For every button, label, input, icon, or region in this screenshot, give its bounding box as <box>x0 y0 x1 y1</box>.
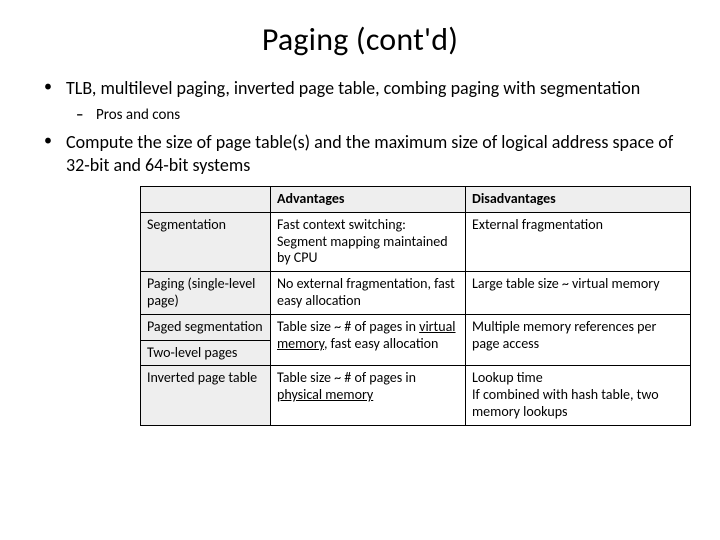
row-label: Paged segmentation <box>141 314 271 340</box>
comparison-table-wrap: Advantages Disadvantages Segmentation Fa… <box>140 186 690 426</box>
cell-dis: Lookup time If combined with hash table,… <box>466 366 691 425</box>
table-header-blank <box>141 187 271 213</box>
text: If combined with hash table, two memory … <box>472 386 659 420</box>
bullet-list: TLB, multilevel paging, inverted page ta… <box>30 77 690 176</box>
table-row: Paging (single-level page) No external f… <box>141 272 691 315</box>
cell-adv: Table size ~ # of pages in virtual memor… <box>271 314 466 366</box>
cell-adv: Table size ~ # of pages in physical memo… <box>271 366 466 425</box>
sub-bullet-text: Pros and cons <box>96 106 180 124</box>
table-row: Paged segmentation Table size ~ # of pag… <box>141 314 691 340</box>
table-header-adv: Advantages <box>271 187 466 213</box>
text: Lookup time <box>472 369 543 386</box>
bullet-text: Compute the size of page table(s) and th… <box>66 131 673 176</box>
slide-title: Paging (cont'd) <box>30 20 690 59</box>
cell-adv: No external fragmentation, fast easy all… <box>271 272 466 315</box>
comparison-table: Advantages Disadvantages Segmentation Fa… <box>140 186 691 426</box>
bullet-text: TLB, multilevel paging, inverted page ta… <box>66 77 640 99</box>
slide: Paging (cont'd) TLB, multilevel paging, … <box>0 0 720 540</box>
table-header-row: Advantages Disadvantages <box>141 187 691 213</box>
cell-dis: Multiple memory references per page acce… <box>466 314 691 366</box>
text: , fast easy allocation <box>324 335 438 352</box>
row-label: Two-level pages <box>141 340 271 366</box>
bullet-item: Compute the size of page table(s) and th… <box>62 131 690 176</box>
cell-dis: Large table size ~ virtual memory <box>466 272 691 315</box>
table-row: Inverted page table Table size ~ # of pa… <box>141 366 691 425</box>
table-header-dis: Disadvantages <box>466 187 691 213</box>
sub-bullet-list: Pros and cons <box>66 106 690 126</box>
row-label: Inverted page table <box>141 366 271 425</box>
table-row: Segmentation Fast context switching: Seg… <box>141 212 691 271</box>
row-label: Segmentation <box>141 212 271 271</box>
bullet-item: TLB, multilevel paging, inverted page ta… <box>62 77 690 125</box>
underlined-text: physical memory <box>277 386 373 403</box>
text: Table size ~ # of pages in <box>277 318 419 335</box>
cell-dis: External fragmentation <box>466 212 691 271</box>
sub-bullet-item: Pros and cons <box>94 106 690 126</box>
row-label: Paging (single-level page) <box>141 272 271 315</box>
text: Table size ~ # of pages in <box>277 369 416 386</box>
cell-adv: Fast context switching: Segment mapping … <box>271 212 466 271</box>
